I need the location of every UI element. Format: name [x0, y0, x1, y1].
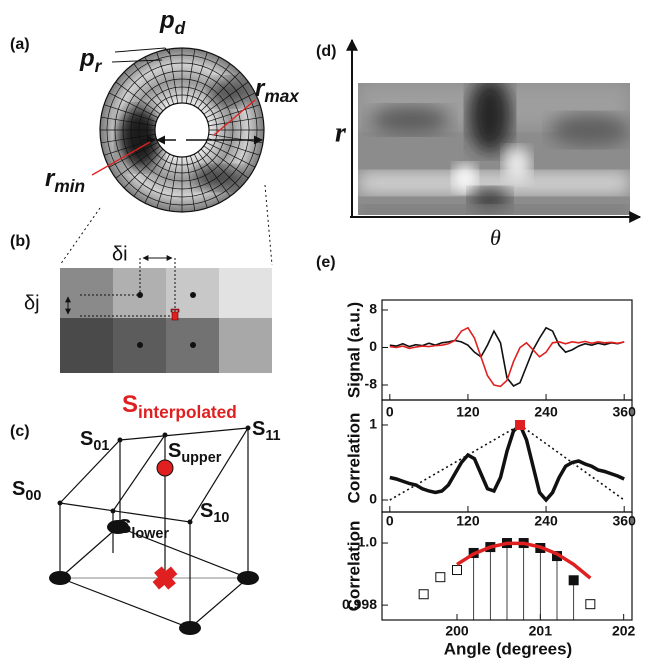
- marker: [419, 590, 428, 599]
- x-tick-label: 240: [534, 513, 558, 529]
- label: rmin: [45, 165, 85, 195]
- zoom-line: [60, 208, 100, 265]
- x-tick-label: 200: [445, 623, 469, 639]
- label: rmax: [255, 75, 300, 105]
- x-tick-label: 120: [456, 404, 480, 420]
- y-tick-label: 1: [369, 416, 377, 432]
- panel-label: (c): [10, 423, 30, 440]
- y-axis-label: Correlation: [344, 413, 363, 504]
- axis-label: Angle (degrees): [444, 639, 572, 658]
- label: Slower: [118, 516, 169, 542]
- label: pr: [79, 45, 103, 75]
- label-sub: 01: [93, 438, 109, 454]
- x-tick-label: 240: [534, 404, 558, 420]
- pixel-grid: [60, 258, 272, 373]
- label-sub: lower: [131, 526, 169, 542]
- label: S10: [200, 500, 229, 526]
- label-main: S: [80, 428, 93, 450]
- y-tick-label: 0: [369, 491, 377, 507]
- label: Sinterpolated: [122, 391, 237, 421]
- label-sub: 11: [265, 428, 280, 444]
- zoom-line: [265, 185, 272, 265]
- panel-label: (b): [10, 233, 30, 250]
- label-main: S: [12, 478, 25, 500]
- y-axis-label: Correlation: [344, 521, 363, 612]
- ring: [100, 48, 264, 212]
- delta-i: δi: [112, 243, 128, 265]
- label: S00: [12, 478, 41, 504]
- delta-j: δj: [24, 292, 40, 314]
- marker: [453, 566, 462, 575]
- label: S01: [80, 428, 109, 454]
- series-line: [390, 328, 624, 386]
- label-main: S: [122, 391, 138, 418]
- label-main: p: [79, 45, 95, 72]
- panel-label: (e): [316, 254, 336, 271]
- y-axis-label: Signal (a.u.): [344, 302, 363, 398]
- x-tick-label: 0: [386, 513, 394, 529]
- x-tick-label: 202: [612, 623, 636, 639]
- plot-frame: [382, 300, 632, 400]
- label: Supper: [168, 440, 222, 466]
- marker: [569, 576, 578, 585]
- marker: [516, 420, 525, 429]
- label-sub: min: [54, 176, 85, 196]
- label-main: p: [159, 7, 175, 34]
- y-tick-label: -8: [365, 376, 378, 392]
- label-main: S: [200, 500, 213, 522]
- label-sub: upper: [181, 450, 221, 466]
- y-tick-label: 8: [369, 301, 377, 317]
- interp-point: [157, 460, 173, 476]
- series-line: [390, 425, 624, 500]
- x-tick-label: 0: [386, 404, 394, 420]
- label-main: S: [168, 440, 181, 462]
- axis-label: r: [335, 117, 347, 148]
- label-main: S: [252, 418, 265, 440]
- x-tick-label: 201: [529, 623, 553, 639]
- panel-label: (d): [316, 43, 336, 60]
- x-tick-label: 120: [456, 513, 480, 529]
- axis-label: θ: [490, 225, 501, 250]
- figure: (a) (b) (c) (d) (e) δi δj r θ Angle (deg…: [0, 0, 652, 665]
- label: S11: [252, 418, 281, 444]
- y-tick-label: 0: [369, 338, 377, 354]
- label-sub: 10: [213, 510, 229, 526]
- heatmap: [358, 77, 630, 215]
- panel-label: (a): [10, 36, 30, 53]
- label-sub: 00: [25, 488, 41, 504]
- label: pd: [159, 7, 186, 37]
- label-main: S: [118, 516, 131, 538]
- label-sub: d: [175, 18, 186, 38]
- marker: [436, 573, 445, 582]
- label-sub: r: [95, 56, 103, 76]
- marker: [586, 600, 595, 609]
- label-sub: max: [264, 86, 300, 106]
- label-sub: interpolated: [138, 402, 237, 422]
